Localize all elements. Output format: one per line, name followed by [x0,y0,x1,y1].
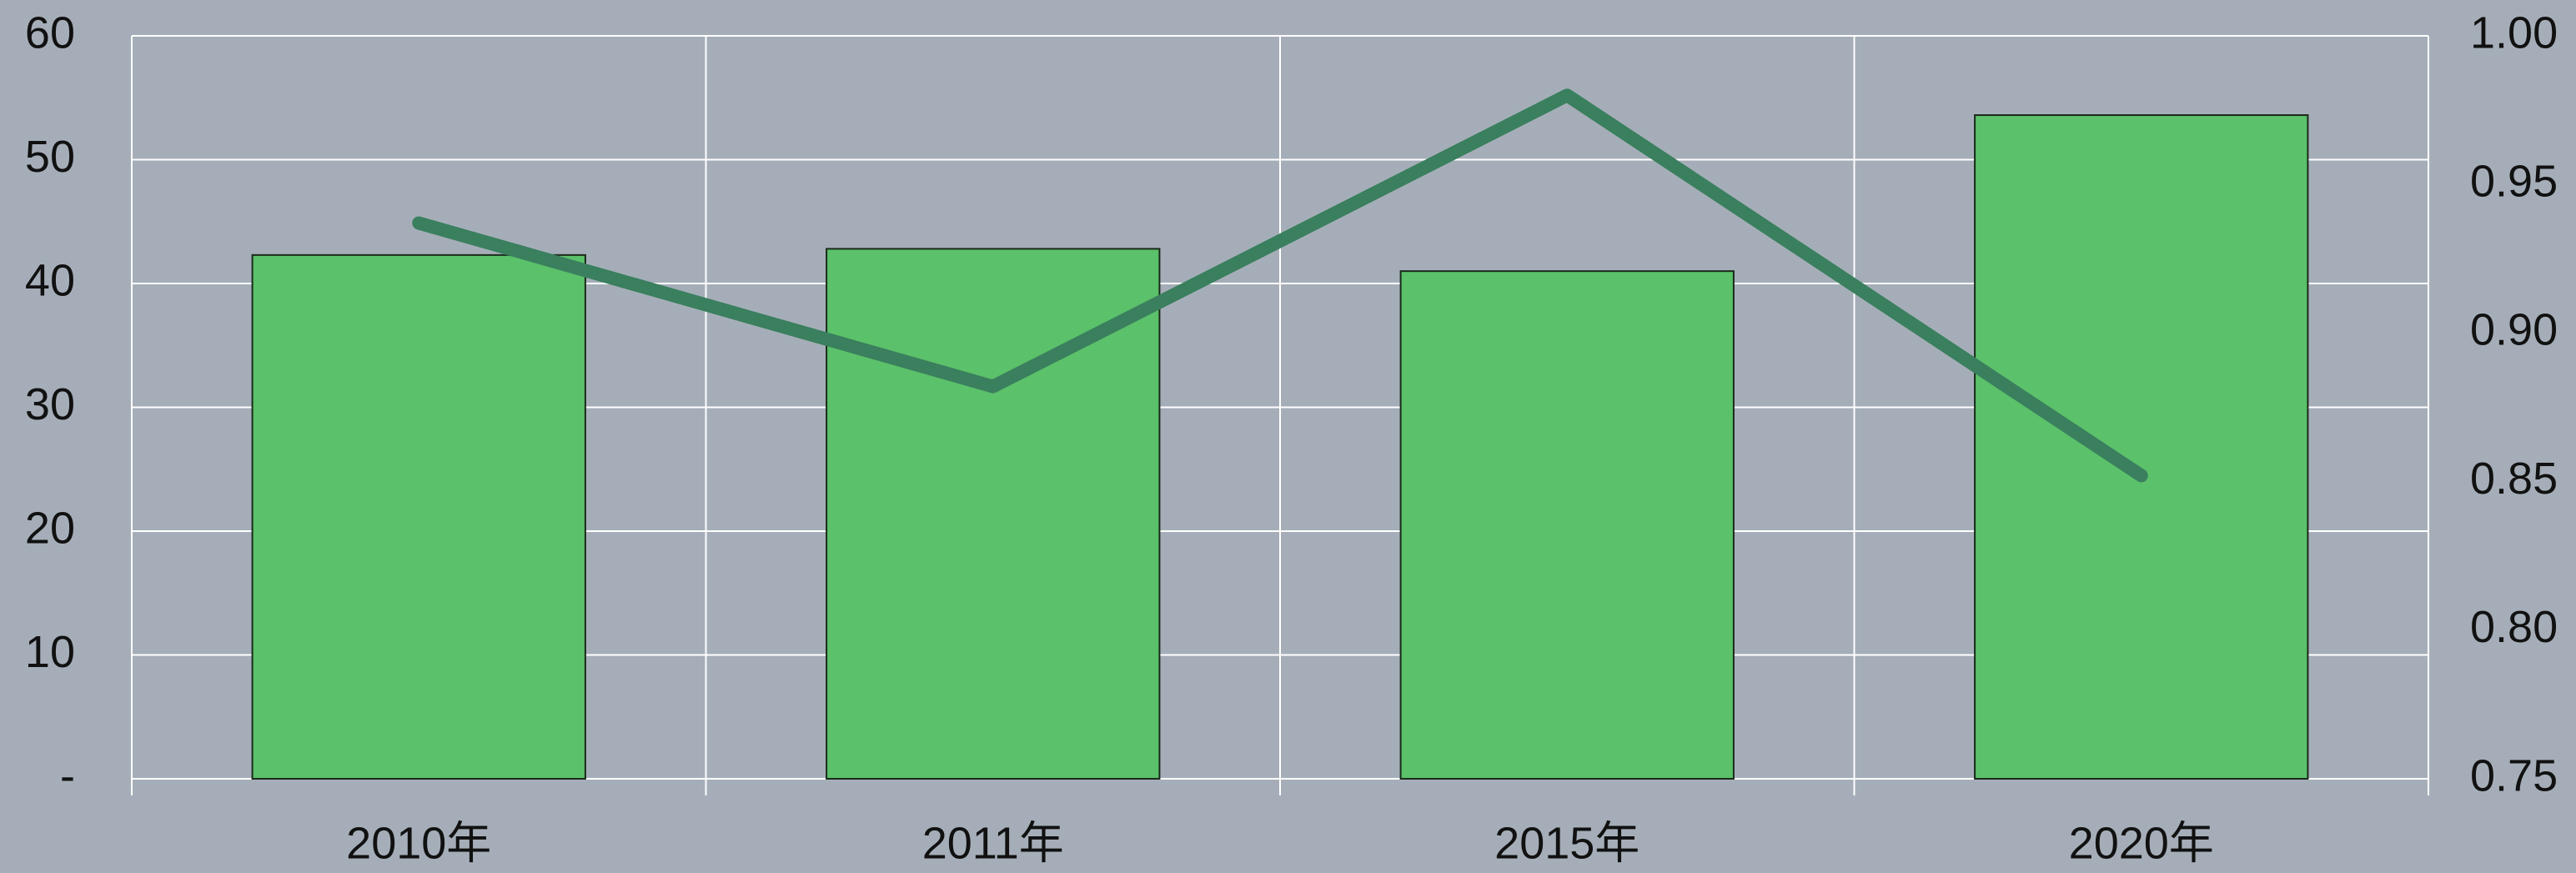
x-tick-label: 2015年 [1494,818,1640,868]
bar [1974,114,2309,780]
y-tick-label: 20 [25,503,75,553]
y-tick-label: 60 [25,8,75,58]
y-tick-label: 50 [25,132,75,182]
x-tick-label: 2010年 [346,818,491,868]
y2-tick-label: 0.75 [2470,750,2558,800]
y-tick-label: 30 [25,379,75,429]
y-tick-label: 10 [25,627,75,677]
y2-tick-label: 0.80 [2470,602,2558,652]
y-tick-label: - [60,750,75,800]
y2-tick-label: 1.00 [2470,8,2558,58]
y2-tick-label: 0.95 [2470,156,2558,206]
x-tick-label: 2020年 [2069,818,2214,868]
line [412,88,2148,483]
bar [1399,270,1735,780]
y2-tick-label: 0.90 [2470,305,2558,355]
y-tick-label: 40 [25,255,75,305]
y2-tick-label: 0.85 [2470,454,2558,504]
bar [251,253,586,780]
x-tick-label: 2011年 [922,818,1064,868]
